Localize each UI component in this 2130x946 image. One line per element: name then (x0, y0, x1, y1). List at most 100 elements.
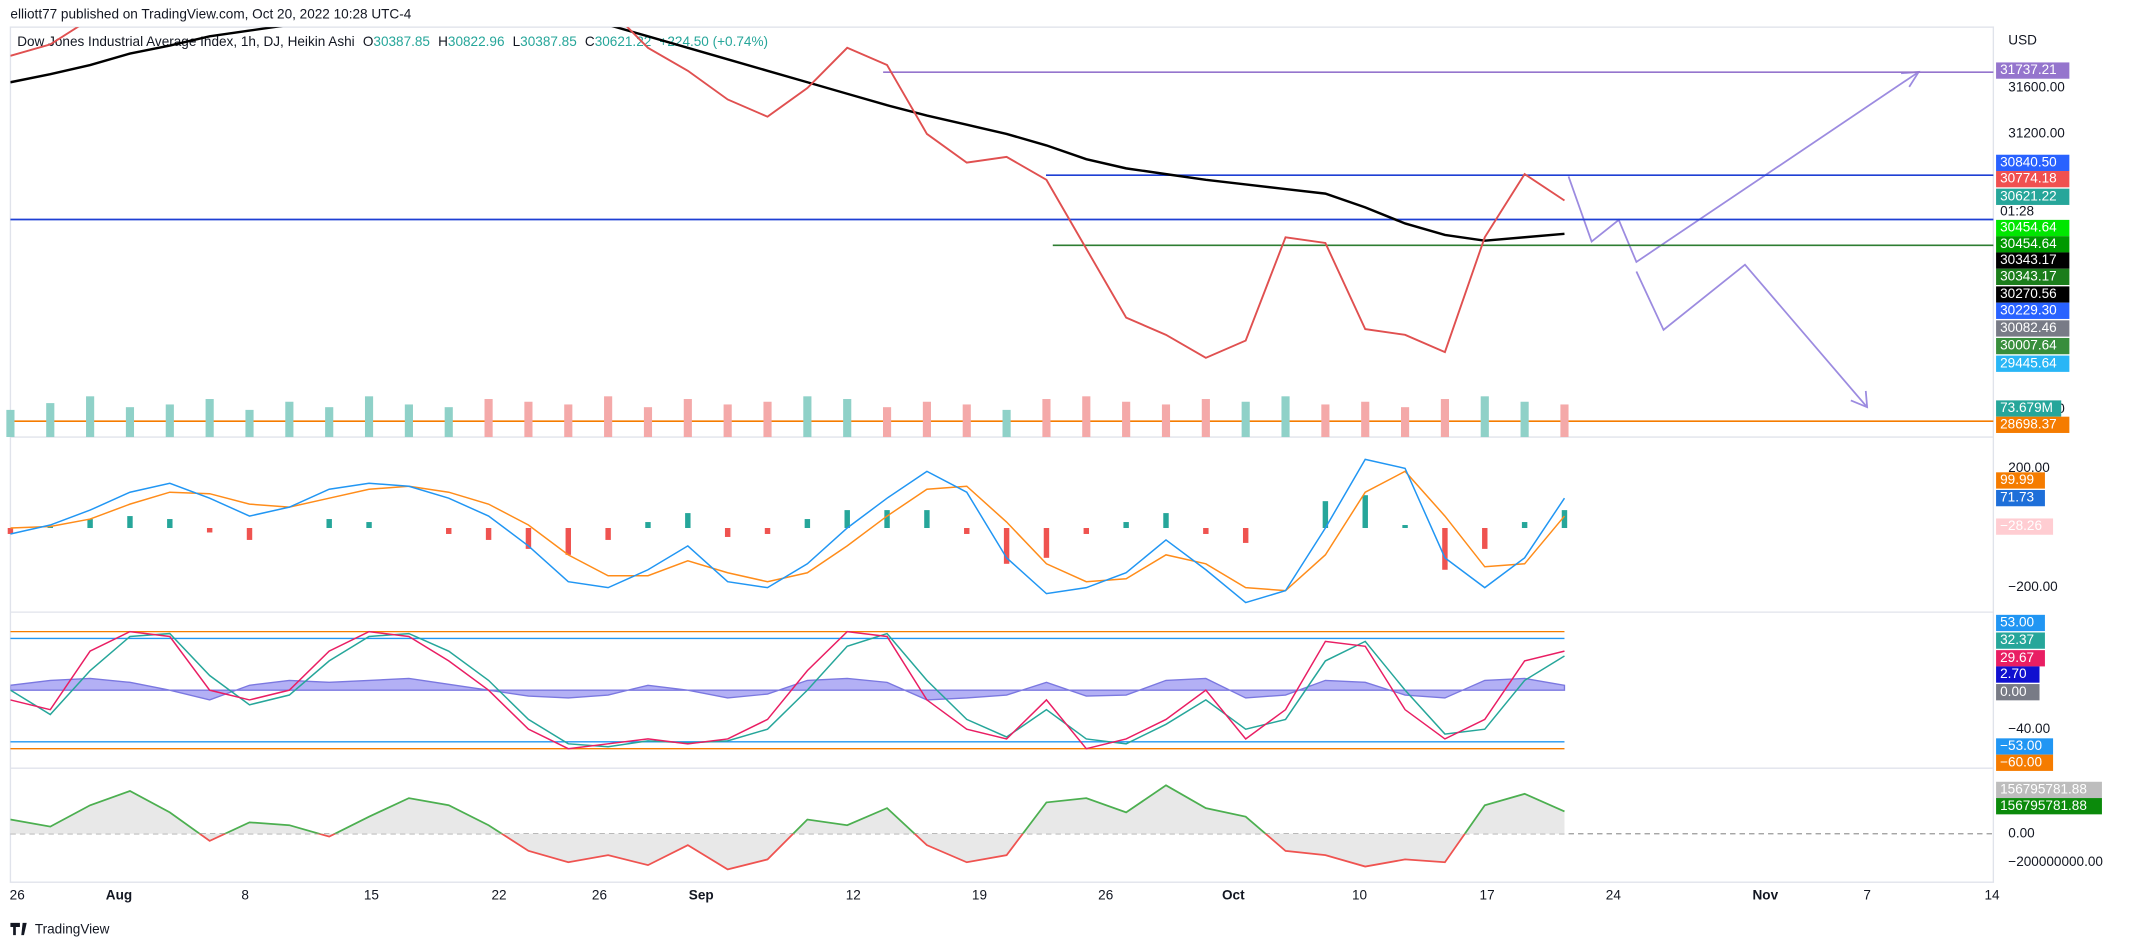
volume-bar (1480, 396, 1489, 438)
x-tick-label: 17 (1480, 887, 1495, 902)
y-tick-label: 31200.00 (2008, 126, 2065, 141)
volume-bar (86, 396, 95, 438)
volume-bar (1440, 399, 1449, 438)
badge-label: 53.00 (2000, 615, 2034, 630)
badge-bg (1996, 798, 2102, 815)
volume-bar (1042, 399, 1051, 438)
histogram-bar (1402, 525, 1408, 529)
forecast-arrows (1567, 70, 1921, 409)
x-tick-label: 24 (1606, 887, 1622, 902)
volume-bar (325, 407, 334, 438)
volume-bar (683, 399, 692, 438)
histogram-bar (764, 528, 771, 534)
badge-label: 31737.21 (2000, 62, 2057, 77)
badge-bg (1996, 154, 2070, 172)
volume-bar (364, 396, 374, 438)
volume-bar (882, 407, 892, 438)
badge: 73.679M (1996, 400, 2062, 417)
badge: 30454.64 (1996, 236, 2070, 253)
x-tick-label: 14 (1984, 887, 2000, 902)
badge-label: 156795781.88 (2000, 798, 2087, 813)
histogram-bar (1083, 528, 1090, 534)
histogram-bar (1362, 495, 1368, 529)
badge-label: 29.67 (2000, 650, 2034, 665)
badge-bg (1996, 320, 2070, 337)
stoch-k (10, 630, 1565, 750)
histogram-bar (485, 528, 492, 540)
histogram-bar (446, 528, 452, 534)
volume-bar (125, 407, 135, 438)
histogram-bar (1003, 528, 1010, 564)
y-tick-label: −200000000.00 (2008, 854, 2103, 869)
badge: −53.00 (1996, 738, 2054, 755)
badge-label: −28.26 (2000, 518, 2042, 533)
volume-bar (404, 404, 413, 438)
badge: 29445.64 (1996, 355, 2070, 372)
y-tick-label: −40.00 (2008, 721, 2050, 736)
badge: 30082.46 (1996, 320, 2070, 337)
x-tick-label: 19 (972, 887, 987, 902)
badge-bg (1996, 614, 2045, 632)
osc-fill (10, 785, 1565, 870)
badge: 30343.17 (1996, 252, 2070, 269)
histogram-bar (1203, 528, 1209, 534)
volume-bar (6, 409, 15, 438)
badge: 28698.37 (1996, 416, 2070, 433)
ohlc-value: 30822.96 (448, 34, 505, 49)
histogram-bar (1242, 528, 1249, 543)
signal-line (10, 470, 1566, 592)
badge: 2.70 (1996, 666, 2040, 683)
logo (10, 922, 27, 936)
histogram-bar (1521, 522, 1528, 529)
histogram-bar (127, 516, 133, 529)
badge-label: 29445.64 (2000, 355, 2057, 370)
volume-bar (604, 396, 613, 438)
footer: TradingView (35, 921, 110, 936)
ohlc-value: 30387.85 (373, 34, 430, 49)
area (10, 677, 1566, 701)
x-tick-label: 10 (1352, 887, 1368, 902)
volume-bar (165, 404, 174, 438)
x-tick-label: 26 (10, 887, 25, 902)
histogram-bar (525, 528, 532, 549)
histogram-bar (7, 528, 14, 534)
histogram-bar (206, 528, 213, 533)
badge-bg (1996, 268, 2070, 286)
header: elliott77 published on TradingView.com, … (10, 7, 411, 22)
badge-label: 30621.22 (2000, 188, 2057, 203)
badge-bg (1996, 416, 2070, 433)
badge-label: 30774.18 (2000, 171, 2057, 186)
macd-line (10, 458, 1566, 604)
badge-bg (1996, 62, 2070, 79)
histogram-bar (1163, 513, 1169, 529)
y-tick-label: 31600.00 (2008, 80, 2065, 95)
badge-bg (1996, 472, 2045, 489)
volume-bar (962, 404, 971, 438)
badge: 30270.56 (1996, 286, 2070, 303)
volume-bar (245, 409, 254, 438)
histogram-bar (724, 528, 731, 537)
volume-bar (922, 401, 931, 438)
badge-label: 30007.64 (2000, 338, 2057, 353)
x-tick-label: 22 (491, 887, 506, 902)
badge-bg (1996, 632, 2045, 649)
volume-bar (484, 399, 493, 438)
osc-line-up (10, 784, 1565, 834)
badge-bg (1996, 355, 2070, 372)
x-tick-label: 7 (1863, 887, 1871, 902)
histogram-bar (924, 510, 930, 529)
badge: 31737.21 (1996, 62, 2070, 79)
volume-bar (1361, 401, 1370, 438)
badge: 30621.22 (1996, 188, 2070, 205)
volume-bar (1321, 404, 1330, 438)
histogram-bar (246, 528, 253, 540)
volume-bar (1520, 401, 1529, 438)
badge-bg (1996, 188, 2070, 205)
badge-bg (1996, 650, 2045, 667)
badge: 156795781.88 (1996, 798, 2102, 815)
badge-label: 30343.17 (2000, 268, 2057, 283)
badge-label: 30454.64 (2000, 236, 2057, 251)
volume-bar (524, 401, 533, 438)
badge-label: 30343.17 (2000, 252, 2057, 267)
histogram-bar (1322, 501, 1329, 529)
